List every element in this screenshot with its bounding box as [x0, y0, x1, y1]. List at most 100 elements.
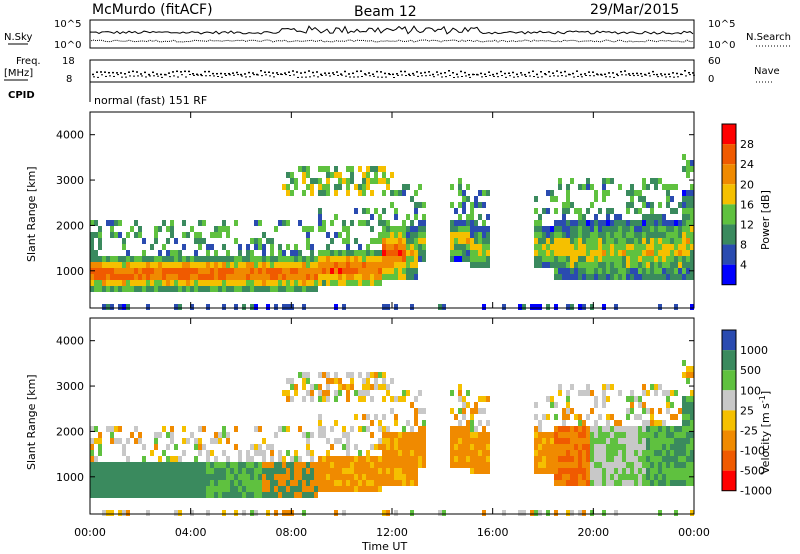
velocity-cell [190, 474, 194, 480]
power-cell [194, 250, 198, 256]
velocity-cell [118, 462, 122, 468]
power-cell [574, 268, 578, 274]
velocity-cell [326, 450, 330, 456]
velocity-cell [458, 462, 462, 468]
power-cell [682, 166, 686, 172]
power-cell [350, 250, 354, 256]
velocity-swatch [722, 430, 736, 451]
velocity-cell [398, 450, 402, 456]
velocity-cell [578, 420, 582, 426]
velocity-cell [302, 396, 306, 402]
velocity-cell [606, 444, 610, 450]
power-cell [366, 250, 370, 256]
power-cell [378, 250, 382, 256]
power-cell [386, 220, 390, 226]
power-cell [246, 250, 250, 256]
freq-mark [444, 71, 446, 74]
power-cell [474, 250, 478, 256]
power-cell [346, 268, 350, 274]
velocity-cell [346, 468, 350, 474]
velocity-cell [194, 480, 198, 486]
velocity-cell [294, 450, 298, 456]
velocity-cell [650, 450, 654, 456]
freq-mark [608, 72, 610, 74]
nave-mark [405, 75, 407, 77]
power-cell [190, 226, 194, 232]
power-cell [566, 190, 570, 196]
nave-mark [217, 75, 219, 77]
power-cell [334, 256, 338, 262]
velocity-cell [342, 432, 346, 438]
velocity-cell [674, 468, 678, 474]
velocity-cell [198, 474, 202, 480]
power-cell [234, 238, 238, 244]
power-cell [134, 262, 138, 268]
velocity-cell [666, 432, 670, 438]
velocity-cell [314, 486, 318, 492]
velocity-cell [646, 456, 650, 462]
velocity-cell [326, 390, 330, 396]
power-cell [134, 256, 138, 262]
velocity-cell [442, 510, 446, 516]
freq-mark [300, 72, 302, 74]
power-cell [310, 226, 314, 232]
freq-mark [260, 70, 262, 72]
nave-mark [141, 75, 143, 77]
power-cell [98, 280, 102, 286]
freq-mark [540, 71, 542, 73]
velocity-cell [310, 462, 314, 468]
power-cell [662, 238, 666, 244]
velocity-cell [622, 456, 626, 462]
nave-mark [213, 75, 215, 77]
freq-mark [688, 71, 690, 74]
power-cell [590, 232, 594, 238]
power-cell [266, 238, 270, 244]
velocity-cell [238, 492, 242, 498]
velocity-cell [358, 474, 362, 480]
velocity-cell [150, 468, 154, 474]
velocity-cell [282, 390, 286, 396]
velocity-cell [686, 426, 690, 432]
power-cell [614, 220, 618, 226]
velocity-cell [402, 468, 406, 474]
nave-mark [661, 75, 663, 77]
power-cell [94, 250, 98, 256]
velocity-cell [186, 462, 190, 468]
velocity-cell [650, 456, 654, 462]
power-cell [306, 262, 310, 268]
power-cell [162, 274, 166, 280]
power-cell [406, 244, 410, 250]
nave-mark [625, 74, 627, 76]
velocity-cell [154, 474, 158, 480]
power-cell [286, 220, 290, 226]
power-cell [318, 214, 322, 220]
velocity-cell [682, 456, 686, 462]
power-cell [214, 226, 218, 232]
freq-mark [548, 71, 550, 73]
velocity-cell [466, 456, 470, 462]
power-cell [590, 256, 594, 262]
power-cell [594, 238, 598, 244]
freq-mark [100, 71, 102, 73]
velocity-cell [174, 474, 178, 480]
power-cell [118, 256, 122, 262]
power-cell [374, 280, 378, 286]
power-cell [658, 244, 662, 250]
power-cell [162, 286, 166, 292]
power-cell [646, 184, 650, 190]
power-cell [578, 232, 582, 238]
freq-mark [148, 73, 150, 76]
velocity-cell [622, 462, 626, 468]
nave-mark [129, 75, 131, 77]
power-cell [406, 184, 410, 190]
nave-mark [645, 74, 647, 76]
velocity-cell [226, 474, 230, 480]
velocity-cell [686, 408, 690, 414]
power-cell [410, 304, 414, 310]
velocity-cell [266, 468, 270, 474]
power-cell [322, 268, 326, 274]
power-cell [418, 244, 422, 250]
power-cell [638, 268, 642, 274]
power-cell [566, 256, 570, 262]
velocity-cell [466, 420, 470, 426]
